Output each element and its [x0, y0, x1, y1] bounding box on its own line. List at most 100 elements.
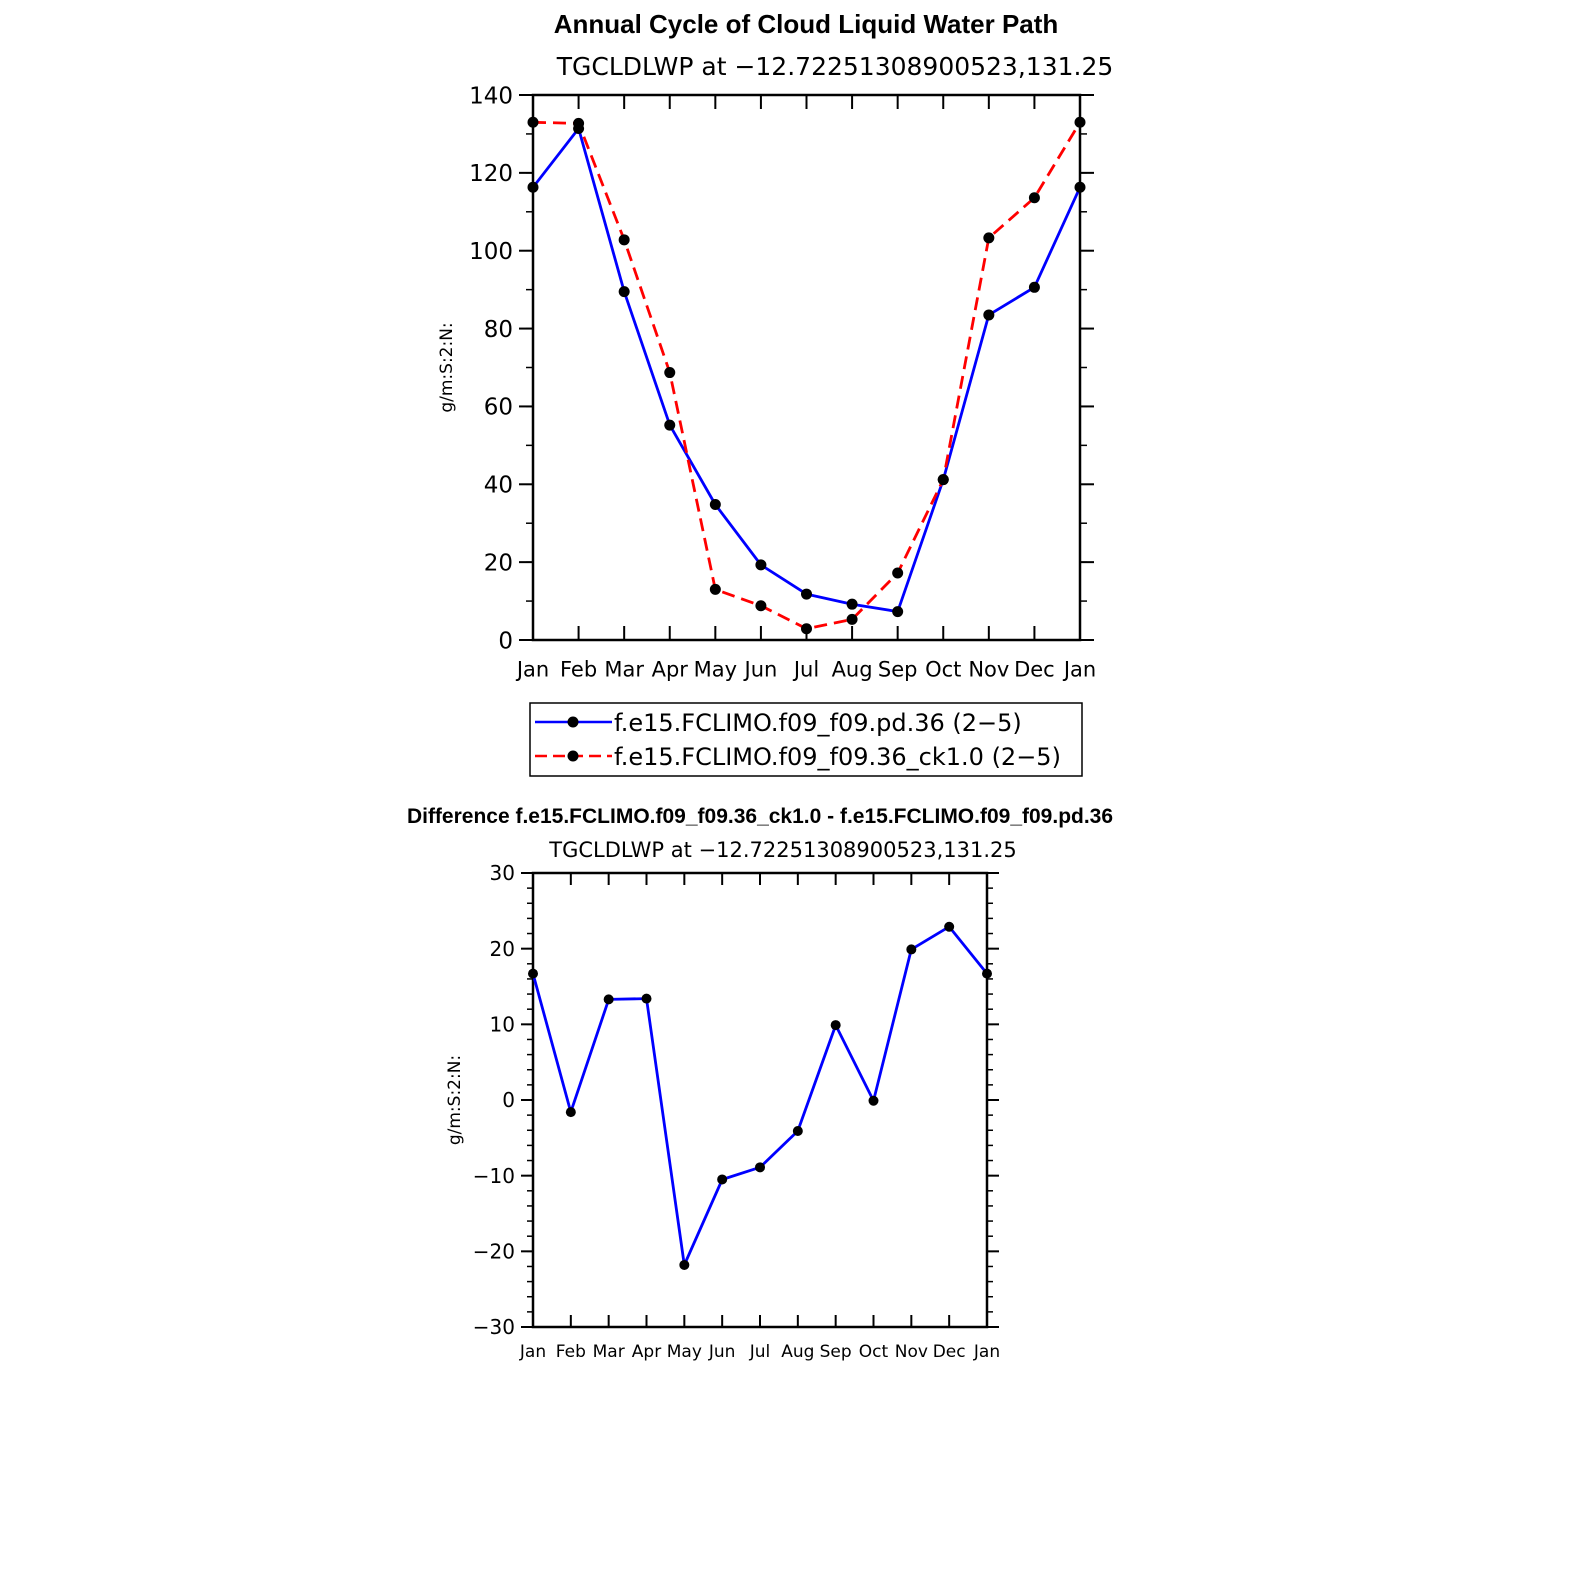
legend-label-2: f.e15.FCLIMO.f09_f09.36_ck1.0 (2−5) [614, 743, 1061, 771]
chart2-xtick-label: Dec [933, 1342, 966, 1362]
chart1-xtick-label: Oct [925, 657, 961, 681]
chart1-legend: f.e15.FCLIMO.f09_f09.pd.36 (2−5) f.e15.F… [529, 702, 1083, 777]
chart2-series-1-point [982, 968, 992, 979]
chart1-series-2-point [937, 474, 949, 486]
chart1-xtick-label: Mar [604, 657, 644, 681]
chart2-subtitle: TGCLDLWP at −12.72251308900523,131.25 [548, 838, 1017, 862]
chart2-series-1-point [906, 944, 917, 955]
chart2-series-1-point [792, 1126, 803, 1137]
chart1-series-2-point [892, 567, 904, 579]
chart2-ylabel: g/m:S:2:N: [445, 1055, 465, 1145]
chart1-ylabel: g/m:S:2:N: [437, 322, 457, 412]
chart1-series-2-point [709, 583, 721, 595]
chart2-ytick-label: 30 [490, 861, 515, 885]
legend-entry-2: f.e15.FCLIMO.f09_f09.36_ck1.0 (2−5) [535, 743, 1061, 771]
chart2-xtick-label: Jan [973, 1342, 1000, 1362]
chart2-series-1-point [717, 1174, 728, 1185]
chart2-ytick-label: 10 [490, 1013, 515, 1037]
legend-marker-1 [567, 716, 579, 728]
chart1-series-2-point [618, 234, 630, 246]
chart2-series-1-point [528, 968, 538, 979]
chart1-ytick-label: 140 [469, 83, 513, 109]
chart1-ytick-label: 20 [484, 550, 513, 576]
chart1-subtitle: TGCLDLWP at −12.72251308900523,131.25 [556, 52, 1114, 81]
chart2-series-1-point [944, 921, 955, 932]
chart2-series-1-point [603, 994, 614, 1005]
chart1-series-1-point [618, 286, 630, 298]
chart2-ytick-label: 20 [490, 937, 515, 961]
chart2-xtick-label: Jul [749, 1342, 771, 1362]
chart2-ytick-label: −10 [473, 1164, 515, 1188]
chart1-xtick-label: Dec [1014, 657, 1055, 681]
chart1-ytick-label: 60 [484, 395, 513, 421]
chart1-series-2-point [755, 600, 767, 612]
chart2-frame [531, 871, 989, 1329]
chart1-ytick-label: 120 [469, 161, 513, 187]
chart1-xtick-label: Jan [1062, 657, 1096, 681]
chart1-xtick-label: May [694, 657, 737, 681]
chart1-series-1-point [892, 606, 904, 618]
legend-label-1: f.e15.FCLIMO.f09_f09.pd.36 (2−5) [614, 709, 1022, 737]
chart1-series-2-point [664, 367, 676, 379]
chart2-title: Difference f.e15.FCLIMO.f09_f09.36_ck1.0… [407, 805, 1113, 828]
chart2-plot: −30 −20 −10 0 10 20 30 Jan Feb Mar Apr May Jun Jul Aug… [445, 861, 1000, 1362]
chart1-ytick-label: 80 [484, 317, 513, 343]
chart1-xtick-label: Jun [743, 657, 778, 681]
chart1-xtick-label: Sep [878, 657, 918, 681]
chart1-series-1-point [983, 309, 995, 321]
chart2-series-1-point [755, 1162, 765, 1173]
chart2-xtick-label: Jun [708, 1342, 736, 1362]
chart1-series-2-point [1028, 192, 1040, 204]
chart1-series-1-point [527, 181, 539, 193]
chart2-xtick-label: Jan [519, 1342, 546, 1362]
chart1-series-1-point [801, 588, 812, 600]
legend-marker-2 [567, 750, 579, 762]
chart2-xtick-label: Oct [859, 1342, 889, 1362]
chart2-ytick-label: −20 [473, 1240, 515, 1264]
legend-box [529, 702, 1083, 777]
chart2-series-1-point [868, 1095, 879, 1106]
chart1-series-2-point [801, 623, 812, 635]
chart1-plot: 0 20 40 60 80 100 120 140 Jan Feb Mar Apr May Jun Jul A… [437, 83, 1096, 681]
chart1-series-2-point [1074, 116, 1086, 128]
chart2-series-1-line [531, 925, 989, 1267]
chart2-series-1-point [565, 1107, 576, 1118]
chart1-series-2-point [846, 613, 858, 625]
chart2-series-1-point [679, 1259, 690, 1270]
chart2-xtick-label: Nov [895, 1342, 928, 1362]
chart1-xtick-label: Nov [968, 657, 1009, 681]
chart1-series-2-point [527, 116, 539, 128]
chart1-series-1-point [1028, 281, 1040, 293]
chart1-xtick-label: Jan [515, 657, 549, 681]
chart1-series-2-point [573, 117, 585, 129]
chart2-ytick-label: 0 [502, 1088, 515, 1112]
chart1-ytick-label: 40 [484, 473, 513, 499]
chart1-xtick-label: Feb [560, 657, 597, 681]
chart1-series-1-point [846, 598, 858, 610]
chart1-frame [531, 93, 1082, 642]
chart1-xtick-label: Jul [792, 657, 819, 681]
chart2-xtick-label: Mar [593, 1342, 625, 1362]
legend-entry-1: f.e15.FCLIMO.f09_f09.pd.36 (2−5) [535, 709, 1022, 737]
chart1-series-1-point [1074, 181, 1086, 193]
chart1-ytick-label: 100 [469, 239, 513, 265]
chart1-series-2-line [532, 120, 1082, 631]
chart1-ytick-label: 0 [498, 628, 513, 654]
chart2-xtick-label: Apr [632, 1342, 661, 1362]
chart2-series-1-point [641, 993, 652, 1004]
chart2-ytick-label: −30 [473, 1315, 515, 1339]
chart2-xtick-label: May [667, 1342, 702, 1362]
chart2-series-1-point [830, 1020, 841, 1031]
chart1-series-1-line [531, 127, 1082, 613]
chart1-series-1-point [664, 419, 676, 431]
chart1-xtick-label: Apr [652, 657, 689, 681]
chart1-title: Annual Cycle of Cloud Liquid Water Path [554, 9, 1059, 39]
chart1-series-2-point [983, 232, 995, 244]
chart1-series-1-point [755, 559, 767, 571]
chart1-series-1-point [709, 499, 721, 511]
chart1-xtick-label: Aug [832, 657, 873, 681]
chart2-xtick-label: Aug [781, 1342, 814, 1362]
chart2-xtick-label: Sep [820, 1342, 852, 1362]
